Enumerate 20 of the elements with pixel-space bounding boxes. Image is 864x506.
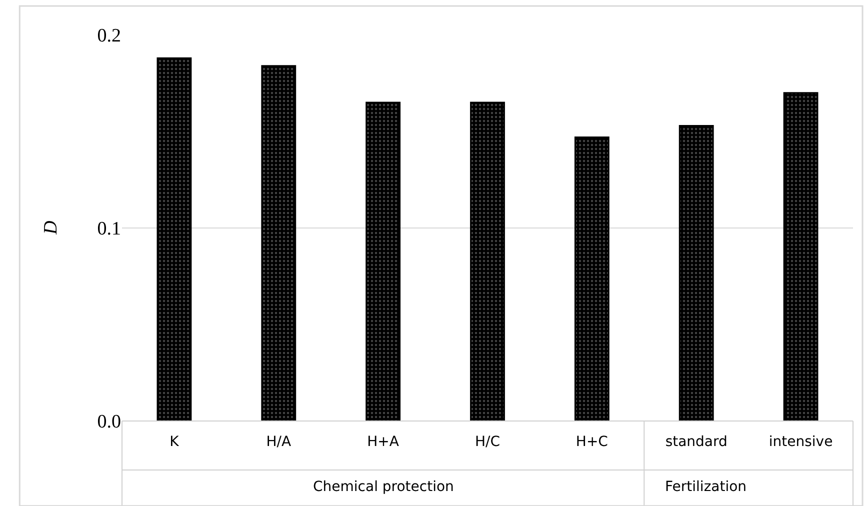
- y-tick-label: 0.2: [97, 26, 121, 47]
- x-tick-label: H/A: [266, 434, 292, 450]
- bar: [783, 92, 818, 421]
- text: Chemical protection: [313, 479, 454, 495]
- x-tick-label: standard: [665, 434, 728, 450]
- y-tick-label: 0.1: [97, 218, 121, 240]
- x-tick-label: H+C: [576, 434, 608, 450]
- bar: [366, 102, 401, 421]
- bar: [678, 124, 714, 421]
- text: Fertilization: [665, 479, 747, 495]
- bar: [574, 136, 610, 421]
- bar: [261, 65, 296, 421]
- y-axis-title: D: [40, 220, 62, 236]
- x-tick-label: K: [170, 434, 180, 450]
- bar: [470, 102, 505, 421]
- x-tick-label: intensive: [768, 434, 833, 450]
- y-tick-label: 0.0: [97, 412, 121, 433]
- bar: [156, 57, 192, 421]
- x-tick-label: H/C: [474, 434, 500, 450]
- x-tick-label: H+A: [367, 434, 400, 450]
